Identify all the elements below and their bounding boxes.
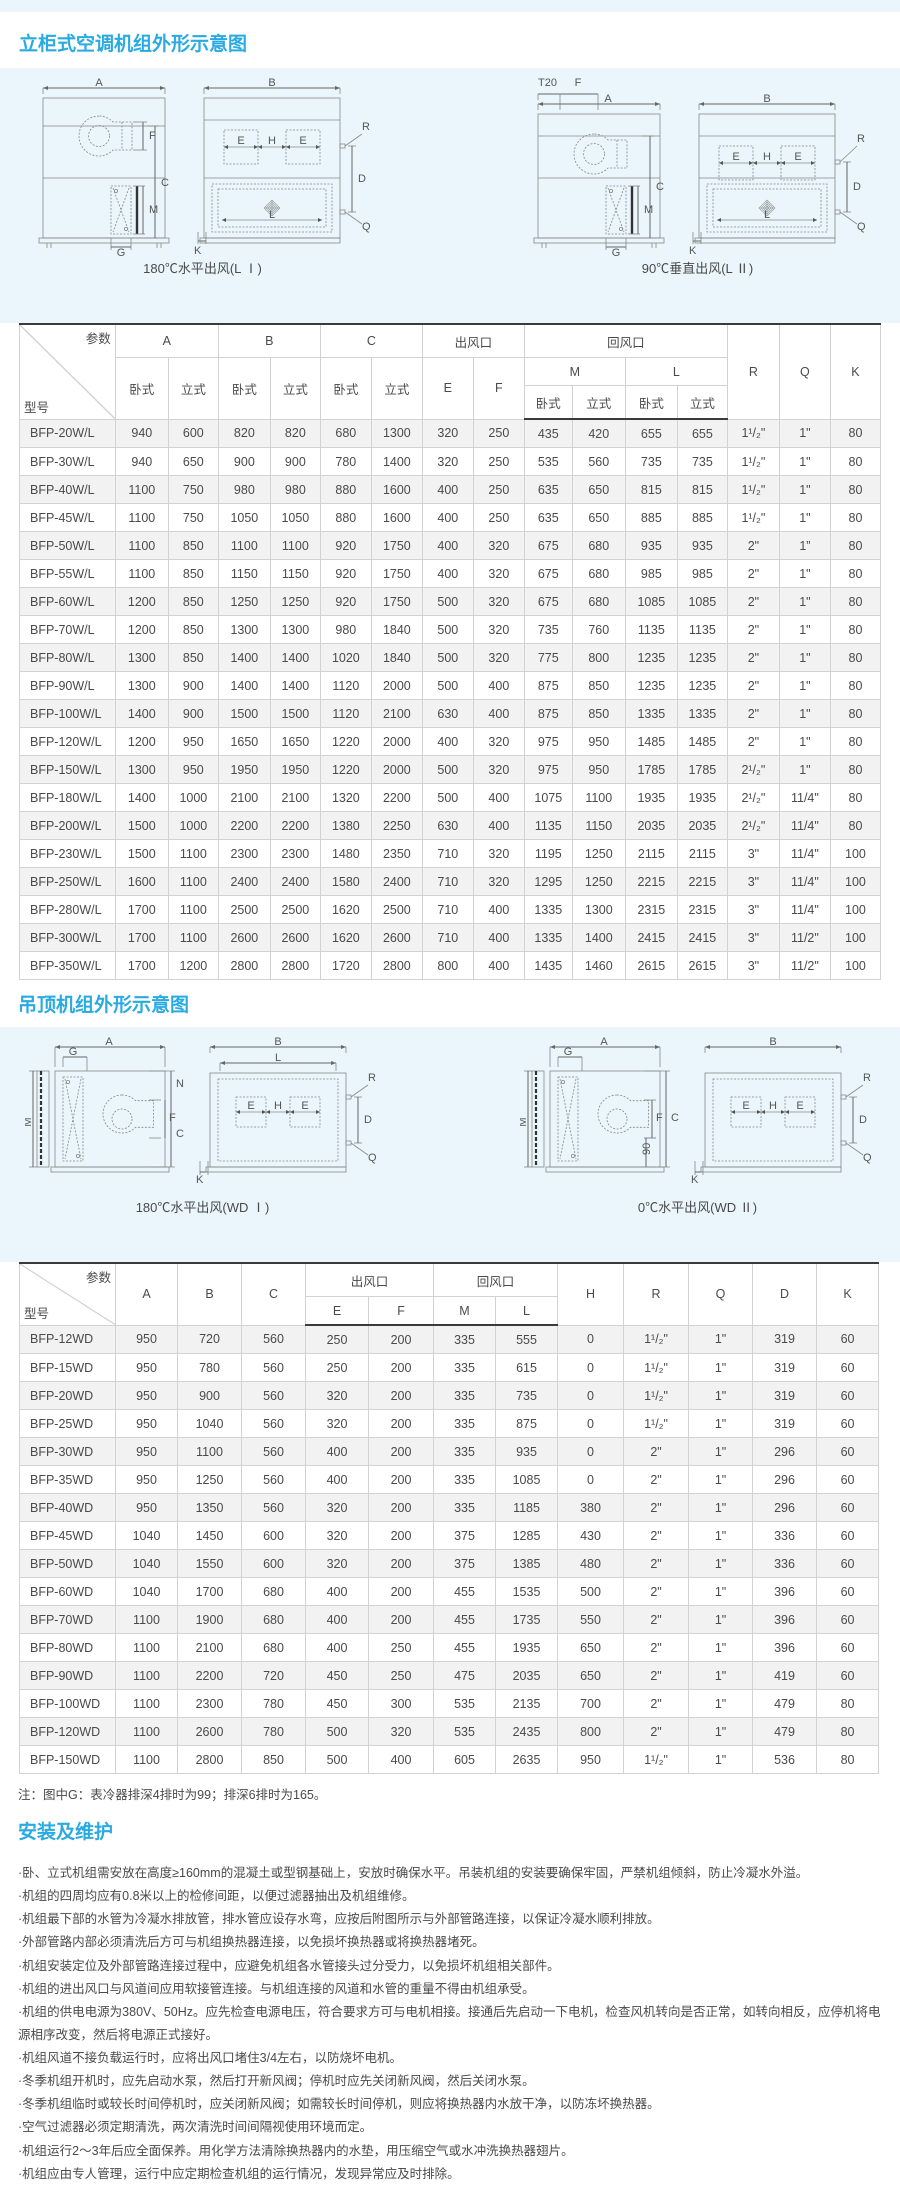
- svg-text:R: R: [368, 1072, 376, 1084]
- svg-text:B: B: [769, 1037, 776, 1048]
- svg-text:B: B: [274, 1037, 281, 1048]
- svg-text:D: D: [859, 1114, 867, 1126]
- svg-text:Q: Q: [362, 221, 371, 233]
- svg-text:E: E: [301, 1100, 308, 1112]
- svg-text:G: G: [117, 247, 126, 258]
- svg-text:R: R: [863, 1072, 871, 1084]
- svg-text:M: M: [149, 204, 158, 216]
- svg-text:A: A: [604, 93, 612, 105]
- svg-text:G: G: [69, 1046, 78, 1058]
- svg-text:K: K: [196, 1174, 204, 1186]
- svg-text:B: B: [268, 78, 275, 89]
- svg-text:F: F: [575, 78, 582, 89]
- svg-text:G: G: [612, 247, 621, 258]
- svg-text:Q: Q: [857, 221, 866, 233]
- svg-text:L: L: [275, 1052, 281, 1064]
- svg-text:B: B: [763, 93, 770, 105]
- svg-text:G: G: [564, 1046, 573, 1058]
- svg-text:N: N: [176, 1078, 184, 1090]
- svg-text:R: R: [362, 121, 370, 133]
- svg-text:E: E: [732, 151, 739, 163]
- svg-text:H: H: [274, 1100, 282, 1112]
- svg-text:H: H: [268, 135, 276, 147]
- svg-text:Q: Q: [863, 1152, 872, 1164]
- svg-text:E: E: [237, 135, 244, 147]
- svg-text:Q: Q: [368, 1152, 377, 1164]
- svg-text:H: H: [769, 1100, 777, 1112]
- svg-text:K: K: [194, 245, 202, 257]
- svg-text:H: H: [763, 151, 771, 163]
- svg-text:A: A: [95, 78, 103, 89]
- svg-text:E: E: [247, 1100, 254, 1112]
- svg-text:E: E: [794, 151, 801, 163]
- svg-text:90: 90: [641, 1143, 653, 1155]
- svg-text:C: C: [671, 1112, 679, 1124]
- svg-text:D: D: [364, 1114, 372, 1126]
- svg-text:M: M: [25, 1117, 34, 1126]
- svg-text:E: E: [742, 1100, 749, 1112]
- svg-text:C: C: [161, 177, 169, 189]
- svg-text:F: F: [656, 1112, 663, 1124]
- svg-text:E: E: [796, 1100, 803, 1112]
- svg-text:M: M: [644, 204, 653, 216]
- svg-text:D: D: [358, 173, 366, 185]
- svg-text:F: F: [169, 1112, 176, 1124]
- svg-text:A: A: [600, 1037, 608, 1048]
- svg-text:R: R: [857, 133, 865, 145]
- svg-text:K: K: [689, 245, 697, 257]
- svg-text:K: K: [691, 1174, 699, 1186]
- svg-text:L: L: [269, 209, 275, 221]
- svg-text:A: A: [105, 1037, 113, 1048]
- svg-text:C: C: [656, 181, 664, 193]
- svg-text:E: E: [299, 135, 306, 147]
- svg-text:L: L: [764, 209, 770, 221]
- svg-text:D: D: [853, 181, 861, 193]
- svg-text:C: C: [176, 1128, 184, 1140]
- svg-text:M: M: [520, 1117, 529, 1126]
- svg-text:T20: T20: [538, 78, 557, 89]
